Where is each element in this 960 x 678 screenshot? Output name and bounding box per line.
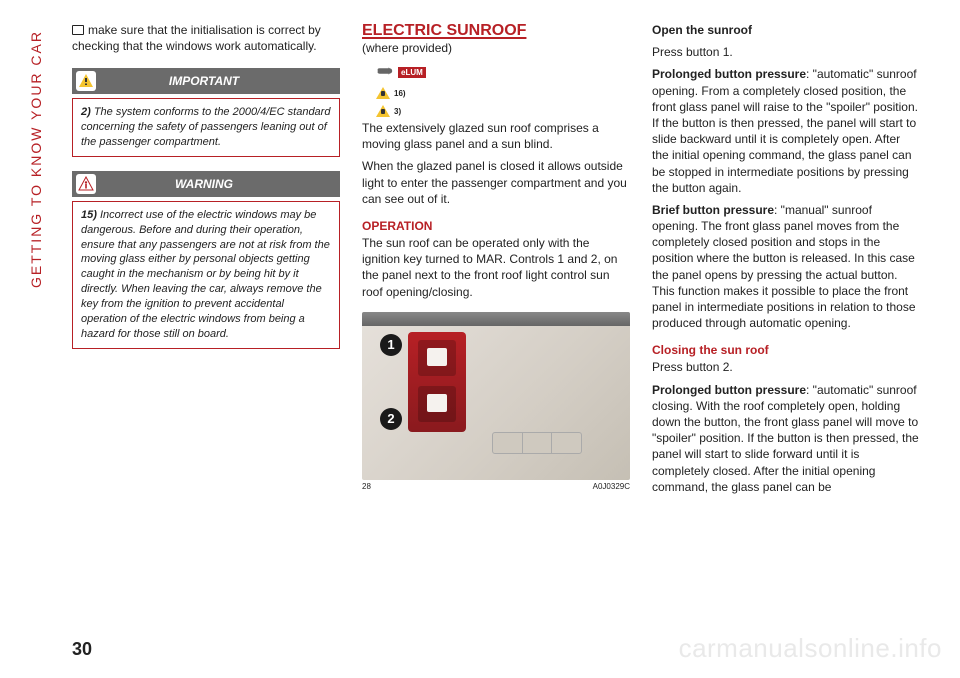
manual-page: GETTING TO KNOW YOUR CAR make sure that … bbox=[0, 0, 960, 678]
column-3: Open the sunroof Press button 1. Prolong… bbox=[652, 22, 920, 612]
hand-icon bbox=[376, 65, 394, 80]
section-title: ELECTRIC SUNROOF bbox=[362, 22, 630, 40]
figure-switches bbox=[492, 432, 582, 454]
open-p2: Prolonged button pressure: "automatic" s… bbox=[652, 66, 920, 196]
para-1: The extensively glazed sun roof comprise… bbox=[362, 120, 630, 152]
close-p2: Prolonged button pressure: "automatic" s… bbox=[652, 382, 920, 495]
figure-marker-1: 1 bbox=[380, 334, 402, 356]
callout-15-num: 15) bbox=[81, 209, 97, 221]
checkbox-icon bbox=[72, 25, 84, 35]
para-2: When the glazed panel is closed it allow… bbox=[362, 158, 630, 207]
open-p3: Brief button pressure: "manual" sunroof … bbox=[652, 202, 920, 332]
open-p3-rest: : "manual" sunroof opening. The front gl… bbox=[652, 203, 916, 330]
figure-btn1-icon bbox=[427, 348, 447, 366]
open-p2-rest: : "automatic" sunroof opening. From a co… bbox=[652, 67, 918, 194]
important-icon bbox=[76, 71, 96, 91]
section-subtitle: (where provided) bbox=[362, 41, 630, 55]
intro-text-content: make sure that the initialisation is cor… bbox=[72, 23, 321, 53]
warning-icon bbox=[76, 174, 96, 194]
column-2: ELECTRIC SUNROOF (where provided) eLUM 1… bbox=[362, 22, 630, 612]
open-p1: Press button 1. bbox=[652, 44, 920, 60]
page-number: 30 bbox=[72, 639, 92, 660]
warning-label: WARNING bbox=[175, 177, 233, 191]
column-1: make sure that the initialisation is cor… bbox=[72, 22, 340, 612]
intro-text: make sure that the initialisation is cor… bbox=[72, 22, 340, 54]
elum-badge: eLUM bbox=[398, 67, 426, 78]
figure-28: 1 2 bbox=[362, 312, 630, 480]
para-3: The sun roof can be operated only with t… bbox=[362, 235, 630, 300]
figure-btn2-icon bbox=[427, 394, 447, 412]
figure-button-2 bbox=[418, 386, 456, 422]
callout-2-num: 2) bbox=[81, 106, 91, 118]
ref-16: 16) bbox=[394, 89, 406, 98]
content-columns: make sure that the initialisation is cor… bbox=[72, 22, 922, 612]
triangle-icon bbox=[376, 87, 390, 99]
warning-bar: WARNING bbox=[72, 171, 340, 197]
triangle-icon bbox=[376, 105, 390, 117]
close-p2-rest: : "automatic" sunroof closing. With the … bbox=[652, 383, 919, 494]
section-tab: GETTING TO KNOW YOUR CAR bbox=[28, 30, 44, 288]
close-p1: Press button 2. bbox=[652, 359, 920, 375]
callout-2-text: The system conforms to the 2000/4/EC sta… bbox=[81, 106, 330, 148]
elum-row: eLUM bbox=[376, 65, 630, 80]
operation-heading: OPERATION bbox=[362, 219, 630, 233]
watermark: carmanualsonline.info bbox=[679, 633, 942, 664]
ref-16-row: 16) bbox=[376, 87, 630, 99]
figure-trim bbox=[362, 312, 630, 326]
important-label: IMPORTANT bbox=[169, 74, 239, 88]
open-p3-bold: Brief button pressure bbox=[652, 203, 774, 217]
callout-15: 15) Incorrect use of the electric window… bbox=[72, 201, 340, 349]
ref-3-row: 3) bbox=[376, 105, 630, 117]
open-p2-bold: Prolonged button pressure bbox=[652, 67, 806, 81]
figure-number: 28 bbox=[362, 482, 371, 491]
figure-caption: 28 A0J0329C bbox=[362, 482, 630, 491]
close-heading: Closing the sun roof bbox=[652, 343, 920, 357]
figure-code: A0J0329C bbox=[593, 482, 630, 491]
ref-3: 3) bbox=[394, 107, 401, 116]
important-bar: IMPORTANT bbox=[72, 68, 340, 94]
callout-15-text: Incorrect use of the electric windows ma… bbox=[81, 209, 330, 340]
close-p2-bold: Prolonged button pressure bbox=[652, 383, 806, 397]
open-heading-text: Open the sunroof bbox=[652, 23, 752, 37]
callout-2: 2) The system conforms to the 2000/4/EC … bbox=[72, 98, 340, 157]
figure-button-1 bbox=[418, 340, 456, 376]
open-heading: Open the sunroof bbox=[652, 22, 920, 38]
figure-marker-2: 2 bbox=[380, 408, 402, 430]
